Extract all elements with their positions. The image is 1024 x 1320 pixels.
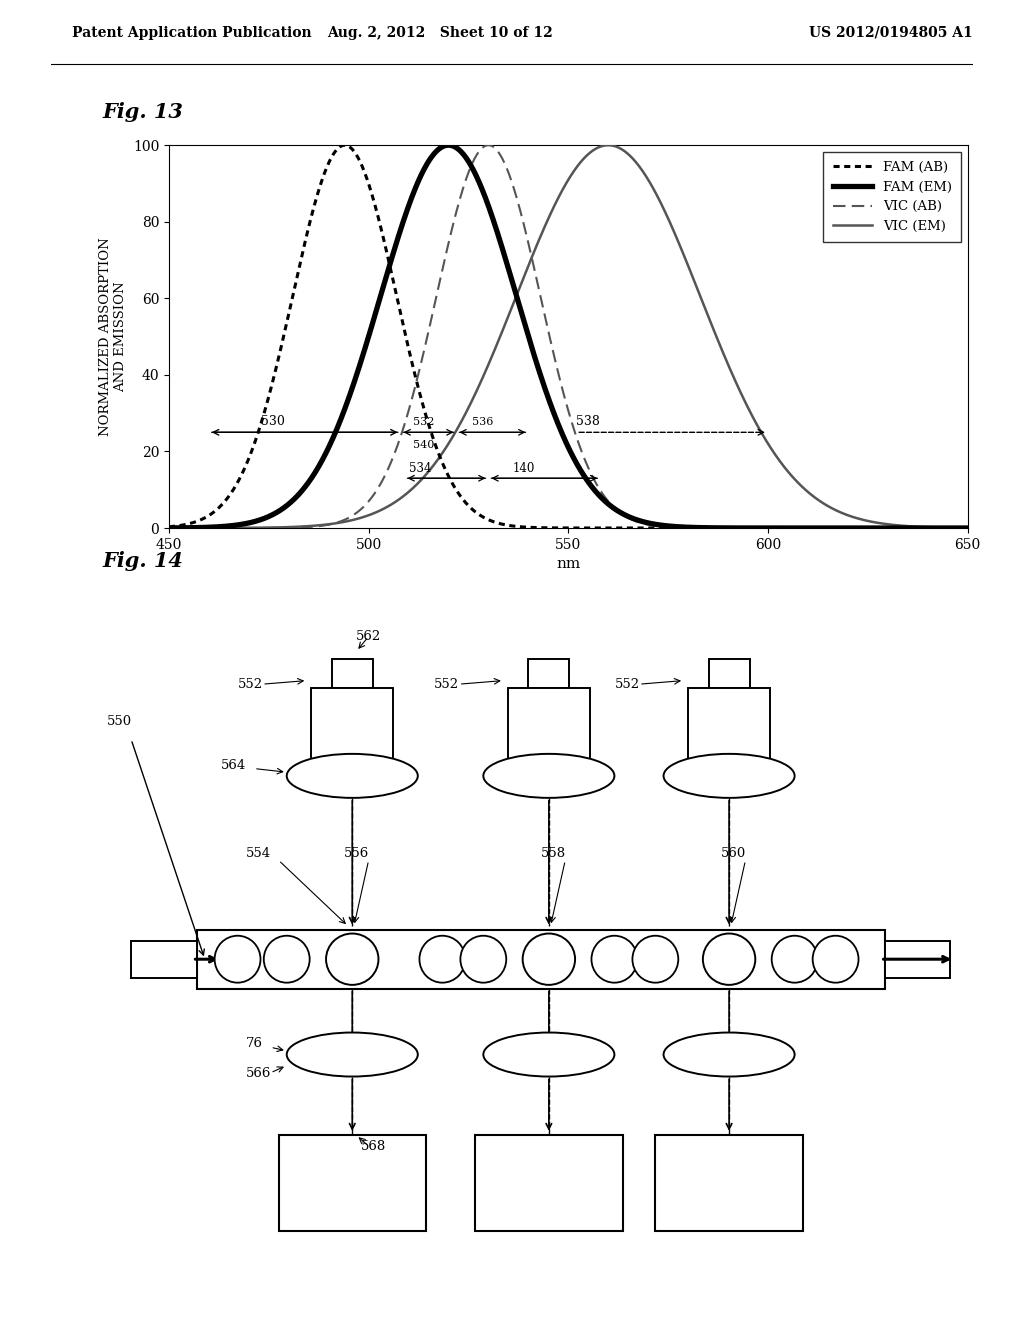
Bar — [885, 941, 950, 978]
Ellipse shape — [633, 936, 678, 982]
Text: 554: 554 — [246, 846, 271, 859]
Text: 536: 536 — [472, 417, 494, 426]
Ellipse shape — [772, 936, 817, 982]
Bar — [332, 659, 373, 688]
Text: 568: 568 — [360, 1140, 386, 1152]
Y-axis label: NORMALIZED ABSORPTION
AND EMISSION: NORMALIZED ABSORPTION AND EMISSION — [99, 238, 127, 436]
Bar — [475, 1135, 623, 1230]
Bar — [508, 688, 590, 762]
Ellipse shape — [483, 754, 614, 797]
Ellipse shape — [664, 1032, 795, 1077]
Ellipse shape — [287, 1032, 418, 1077]
Text: 558: 558 — [541, 846, 566, 859]
Text: 540: 540 — [413, 440, 434, 450]
Ellipse shape — [522, 933, 575, 985]
Text: 562: 562 — [356, 630, 382, 643]
Bar — [311, 688, 393, 762]
Text: Fig. 14: Fig. 14 — [102, 550, 183, 572]
Bar — [655, 1135, 803, 1230]
Text: 76: 76 — [246, 1038, 263, 1051]
Ellipse shape — [664, 754, 795, 797]
Bar — [709, 659, 750, 688]
Text: 534: 534 — [409, 462, 431, 475]
Bar — [528, 659, 569, 688]
Ellipse shape — [326, 933, 379, 985]
Text: Aug. 2, 2012   Sheet 10 of 12: Aug. 2, 2012 Sheet 10 of 12 — [328, 26, 553, 40]
Ellipse shape — [702, 933, 756, 985]
Ellipse shape — [592, 936, 637, 982]
Ellipse shape — [215, 936, 260, 982]
Text: 556: 556 — [344, 846, 370, 859]
Text: 552: 552 — [614, 678, 640, 690]
Text: 552: 552 — [434, 678, 460, 690]
Ellipse shape — [813, 936, 858, 982]
Ellipse shape — [287, 754, 418, 797]
Bar — [688, 688, 770, 762]
Text: US 2012/0194805 A1: US 2012/0194805 A1 — [809, 26, 973, 40]
Bar — [131, 941, 197, 978]
Ellipse shape — [483, 1032, 614, 1077]
Text: 560: 560 — [721, 846, 746, 859]
Legend: FAM (AB), FAM (EM), VIC (AB), VIC (EM): FAM (AB), FAM (EM), VIC (AB), VIC (EM) — [823, 152, 962, 242]
Text: Patent Application Publication: Patent Application Publication — [72, 26, 311, 40]
Text: 564: 564 — [221, 759, 247, 771]
Text: 532: 532 — [413, 417, 434, 426]
Text: 140: 140 — [512, 462, 535, 475]
Text: 538: 538 — [577, 414, 600, 428]
Ellipse shape — [420, 936, 465, 982]
Text: 566: 566 — [246, 1067, 271, 1080]
Bar — [197, 929, 885, 989]
Bar — [279, 1135, 426, 1230]
Text: 530: 530 — [261, 414, 285, 428]
Text: Fig. 13: Fig. 13 — [102, 102, 183, 123]
Text: 552: 552 — [238, 678, 263, 690]
Ellipse shape — [264, 936, 309, 982]
X-axis label: nm: nm — [556, 557, 581, 572]
Text: 550: 550 — [106, 714, 132, 727]
Ellipse shape — [461, 936, 506, 982]
